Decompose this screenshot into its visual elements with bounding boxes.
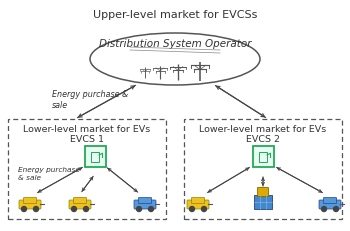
Bar [259, 152, 267, 162]
FancyBboxPatch shape [319, 200, 341, 209]
FancyBboxPatch shape [258, 188, 268, 197]
Circle shape [148, 207, 154, 212]
FancyBboxPatch shape [23, 198, 36, 204]
Circle shape [84, 207, 89, 212]
FancyBboxPatch shape [69, 200, 91, 209]
Bar [184, 119, 342, 219]
Text: EVCS 2: EVCS 2 [246, 134, 280, 143]
Text: Distribution System Operator: Distribution System Operator [99, 39, 251, 49]
Circle shape [136, 207, 141, 212]
FancyBboxPatch shape [134, 200, 156, 209]
FancyBboxPatch shape [139, 198, 152, 204]
FancyBboxPatch shape [323, 198, 336, 204]
FancyBboxPatch shape [252, 146, 273, 167]
FancyBboxPatch shape [191, 198, 204, 204]
Bar [91, 152, 99, 162]
Circle shape [71, 207, 77, 212]
Circle shape [34, 207, 38, 212]
Circle shape [334, 207, 338, 212]
FancyBboxPatch shape [187, 200, 209, 209]
Bar [254, 195, 272, 209]
FancyBboxPatch shape [74, 198, 86, 204]
Circle shape [322, 207, 327, 212]
Text: EVCS 1: EVCS 1 [70, 134, 104, 143]
Circle shape [189, 207, 195, 212]
Text: Energy purchase &
sale: Energy purchase & sale [52, 90, 128, 109]
Circle shape [21, 207, 27, 212]
Text: Lower-level market for EVs: Lower-level market for EVs [199, 125, 327, 134]
Text: Upper-level market for EVCSs: Upper-level market for EVCSs [93, 10, 257, 20]
FancyBboxPatch shape [84, 146, 105, 167]
Bar [8, 119, 166, 219]
FancyBboxPatch shape [19, 200, 41, 209]
Text: Lower-level market for EVs: Lower-level market for EVs [23, 125, 150, 134]
Text: Energy purchase
& sale: Energy purchase & sale [18, 167, 80, 180]
Circle shape [202, 207, 206, 212]
